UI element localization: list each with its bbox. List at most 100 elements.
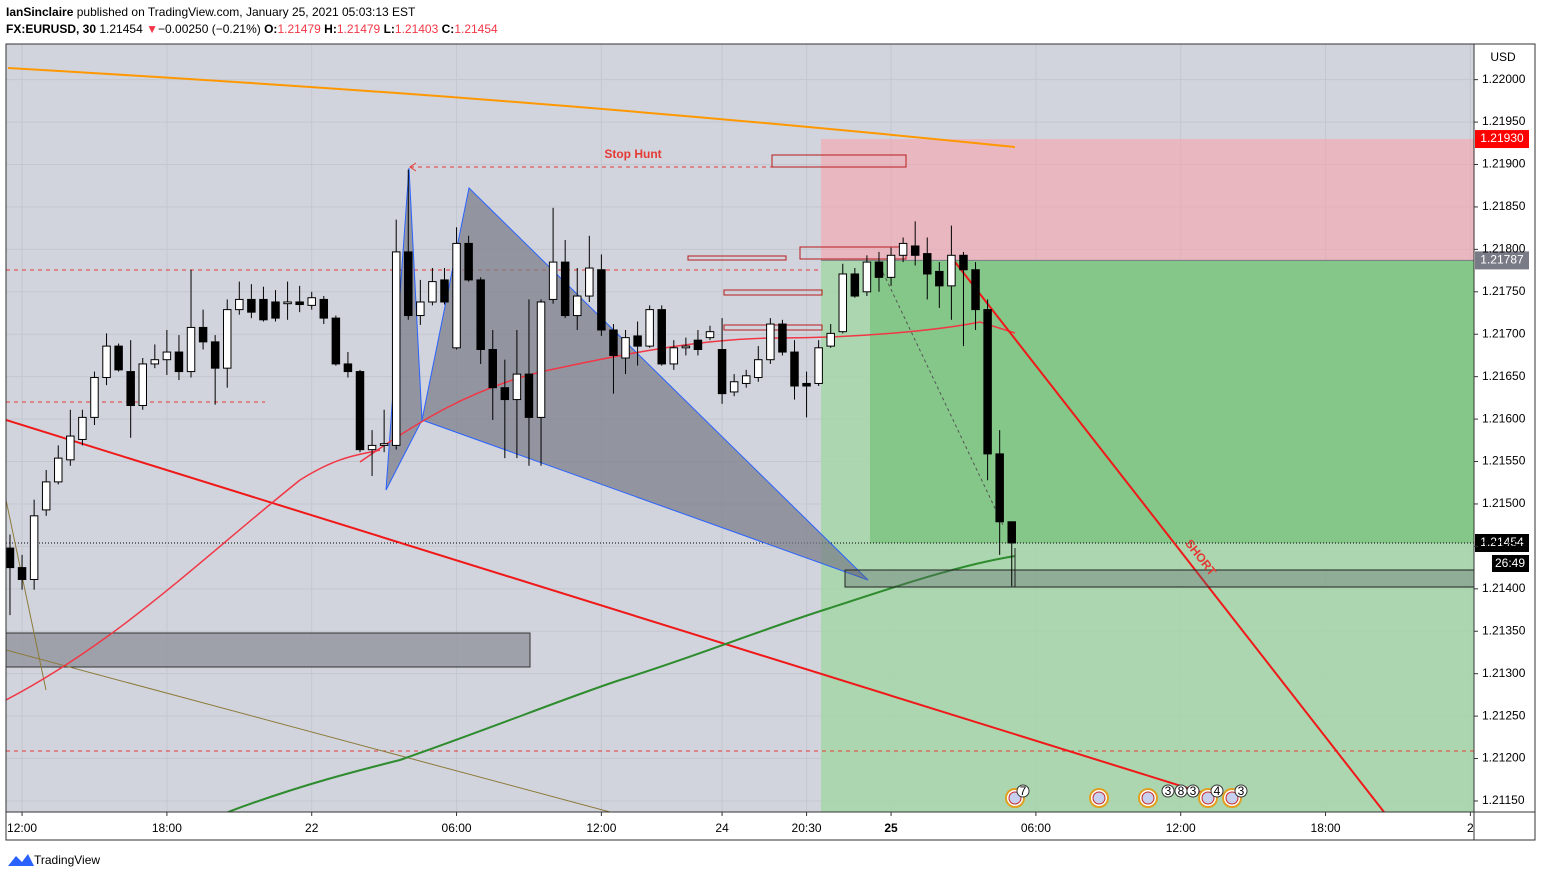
candle-body [862,261,872,293]
candle-body [488,349,498,389]
change-arrow: ▼ [146,22,158,36]
y-tick-label: 1.21200 [1482,751,1526,765]
y-tick-label: 1.21800 [1482,242,1526,256]
ohlc-value: 1.21403 [394,22,439,36]
candle-body [404,251,413,317]
candle-body [717,349,727,395]
candle-body [766,323,775,361]
candle-body [307,297,316,306]
candle-body [947,254,956,287]
candle-body [838,273,848,333]
candle-body [826,332,835,347]
symbol-line: FX:EURUSD, 30 1.21454 ▼−0.00250 (−0.21%)… [6,22,498,36]
event-flag-inner [1092,791,1106,805]
candle-body [512,373,522,401]
y-tick-label: 1.21450 [1482,539,1526,553]
y-tick-label: 1.22000 [1482,72,1526,86]
candle-body [271,301,280,319]
target-zone-active [870,260,1474,543]
y-tick-label: 1.21350 [1482,623,1526,637]
candle-body [898,242,908,256]
candle-body [416,301,425,317]
candle-body [259,298,268,321]
x-tick-label: 06:00 [442,821,472,835]
candle-body [609,329,618,356]
candle-body [367,444,377,451]
ohlc-label: H: [324,22,337,36]
candle-body [1007,521,1016,544]
candle-body [850,273,860,297]
candle-body [560,261,570,317]
candle-body [790,351,799,387]
x-tick-label: 24 [715,821,729,835]
candle-body [959,254,968,271]
event-count: 4 [1214,784,1221,798]
stop-zone [821,139,1474,261]
currency: USD [1490,50,1516,64]
brand: TradingView [34,853,100,867]
candle-body [102,345,111,379]
y-tick-label: 1.21850 [1482,199,1526,213]
y-tick-label: 1.21550 [1482,454,1526,468]
candle-body [500,387,510,401]
x-tick-label: 12:00 [7,821,37,835]
event-flag-inner [1201,791,1215,805]
candle-body [186,326,196,373]
x-tick-label: 12:00 [1166,821,1196,835]
countdown-badge [1492,554,1529,572]
x-tick-label: 06:00 [1021,821,1051,835]
ohlc-label: O: [264,22,278,36]
candle-body [54,457,63,483]
x-tick-label: 18:00 [152,821,182,835]
ohlc-value: 1.21454 [454,22,498,36]
ohlc-label: C: [441,22,455,36]
candle-body [802,382,811,387]
candle-body [476,279,485,351]
candle-body [114,345,123,371]
y-tick-label: 1.21600 [1482,411,1526,425]
candle-body [343,363,353,373]
candle-body [693,339,703,351]
event-count-badge [1234,784,1248,798]
candle-body [126,371,135,407]
candle-body [452,242,461,349]
published-text: published on TradingView.com, January 25… [76,5,416,19]
candle-body [585,267,594,297]
candle-body [150,359,160,365]
y-tick-label: 1.21900 [1482,157,1526,171]
candle-body [874,261,884,278]
y-tick-label: 1.21400 [1482,581,1526,595]
x-tick-label: 25 [884,821,898,835]
candle-body [355,371,365,451]
price-badge-label: 1.21454 [1480,535,1524,549]
candle-body [6,547,15,569]
ohlc-value: 1.21479 [277,22,321,36]
candle-body [681,345,691,349]
candle-body [778,323,787,353]
candle-body [90,377,99,418]
y-tick-label: 1.21150 [1482,793,1525,807]
candle-body [210,341,220,369]
event-count-badge [1210,784,1224,798]
ma-green [227,555,1016,812]
short-line [954,261,1385,812]
candle-body [621,337,630,359]
logo [8,854,34,866]
event-flag-inner [1225,791,1239,805]
ma-red [6,449,381,701]
candle-body [222,309,232,369]
candle-body [729,381,739,393]
annotation: Stop Hunt [604,147,661,161]
price-badge [1475,130,1529,149]
trend-line [6,499,47,691]
order-box [723,289,823,296]
candle-body [657,309,666,365]
candle-body [573,295,582,317]
price-badge-label: 1.21930 [1480,131,1524,145]
zone-box [844,569,1474,588]
candle-body [17,567,27,580]
order-box [687,255,787,261]
price-badge-label: 1.21787 [1480,253,1524,267]
candle-body [910,245,920,256]
